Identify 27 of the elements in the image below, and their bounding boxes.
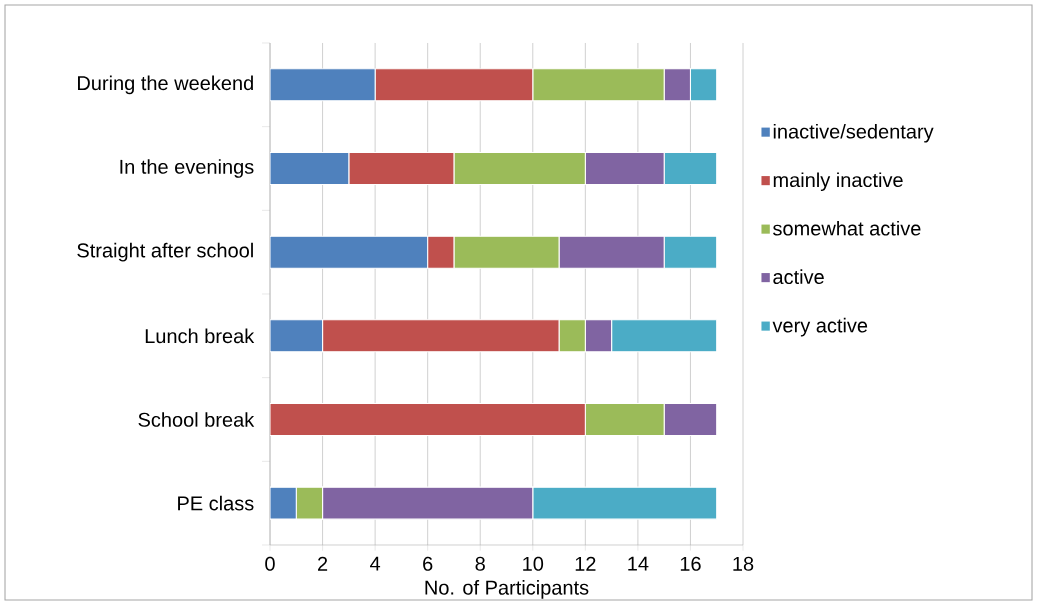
- x-tick-label: 18: [733, 556, 754, 571]
- bar: [270, 486, 297, 520]
- x-axis-title: No. of Participants: [425, 580, 589, 599]
- y-tick-label: PE class: [178, 495, 254, 511]
- y-tick-label: During the weekend: [78, 75, 253, 95]
- x-tick-label: 0: [265, 556, 275, 571]
- legend-label: inactive/sedentary: [773, 123, 934, 143]
- legend-label: mainly inactive: [773, 172, 903, 192]
- x-tick-label: 14: [628, 556, 649, 571]
- legend-label: somewhat active: [773, 220, 921, 236]
- x-tick-label: 6: [423, 556, 433, 571]
- x-tick-label: 16: [680, 556, 701, 571]
- y-tick-label: School break: [138, 412, 255, 427]
- y-tick-label: Straight after school: [77, 242, 253, 262]
- x-tick-label: 10: [523, 556, 544, 571]
- bar: [270, 68, 376, 102]
- x-tick-label: 4: [370, 556, 381, 571]
- bar: [270, 235, 429, 269]
- y-tick-label: In the evenings: [120, 159, 254, 178]
- legend-label: very active: [772, 317, 868, 337]
- x-tick-label: 12: [575, 556, 596, 571]
- legend-label: active: [773, 269, 824, 285]
- bar: [270, 151, 350, 186]
- x-tick-label: 2: [318, 556, 328, 571]
- bar: [270, 319, 324, 353]
- y-tick-label: Lunch break: [145, 328, 255, 344]
- x-tick-label: 8: [475, 556, 485, 571]
